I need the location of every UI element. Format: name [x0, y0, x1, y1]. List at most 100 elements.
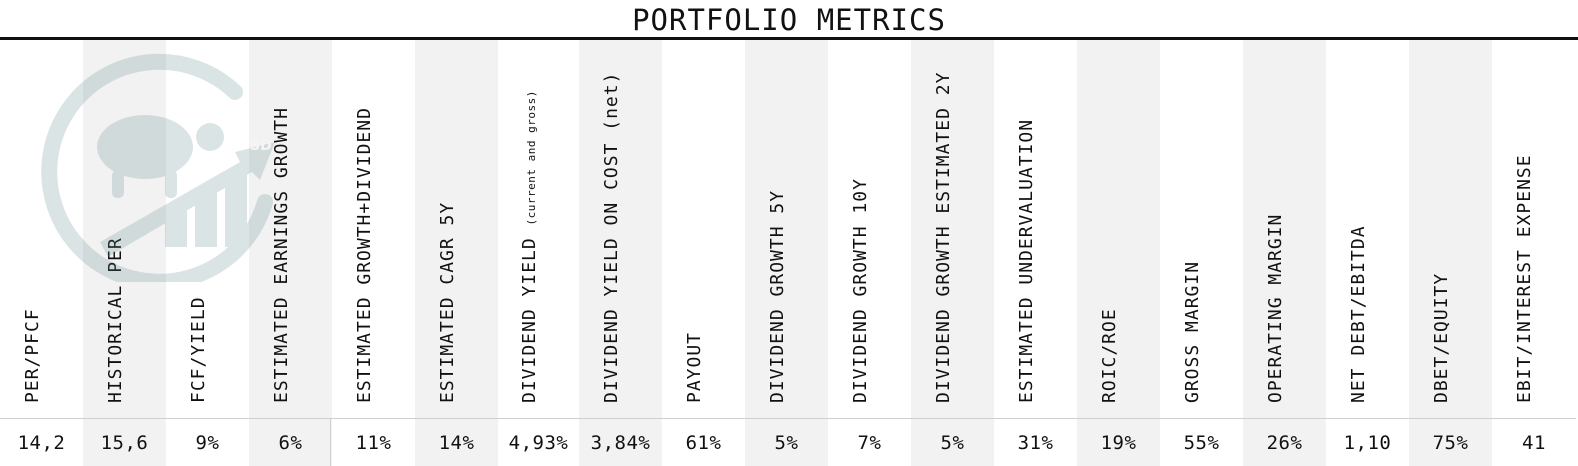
metric-column: EBIT/INTEREST EXPENSE 41 — [1492, 40, 1576, 466]
metric-value: 5% — [940, 431, 965, 454]
metric-value-cell: 26% — [1243, 418, 1326, 466]
metric-value: 3,84% — [590, 431, 651, 454]
metric-column: ESTIMATED GROWTH+DIVIDEND 11% — [332, 40, 415, 466]
metric-column: DIVIDEND GROWTH ESTIMATED 2Y 5% — [911, 40, 994, 466]
metric-value-cell: 7% — [828, 418, 911, 466]
metric-header: DIVIDEND YIELD ON COST (net) — [579, 40, 662, 418]
metric-column: ESTIMATED EARNINGS GROWTH 6% — [249, 40, 332, 466]
metric-label-text: PAYOUT — [683, 331, 705, 403]
metric-header: ROIC/ROE — [1077, 40, 1160, 418]
metric-label: ROIC/ROE — [1098, 308, 1120, 403]
metric-label: HISTORICAL PER — [104, 237, 126, 403]
metric-column: DIVIDEND GROWTH 5Y 5% — [745, 40, 828, 466]
metric-label-text: DBET/EQUITY — [1430, 272, 1452, 403]
metric-label-text: ESTIMATED UNDERVALUATION — [1015, 118, 1037, 403]
metric-header: OPERATING MARGIN — [1243, 40, 1326, 418]
metric-header: DIVIDEND GROWTH 10Y — [828, 40, 911, 418]
metric-value: 4,93% — [508, 431, 569, 454]
metric-label-text: DIVIDEND GROWTH 10Y — [849, 178, 871, 403]
metric-value-cell: 31% — [994, 418, 1077, 466]
metric-value: 41 — [1522, 431, 1546, 454]
metric-header: DIVIDEND GROWTH ESTIMATED 2Y — [911, 40, 994, 418]
metric-value-cell: 11% — [332, 418, 415, 466]
title-rule — [0, 37, 1578, 40]
metric-label-text: ESTIMATED GROWTH+DIVIDEND — [353, 107, 375, 403]
metric-value: 61% — [685, 431, 722, 454]
metric-column: PAYOUT 61% — [662, 40, 745, 466]
metric-value-cell: 61% — [662, 418, 745, 466]
metric-value: 1,10 — [1343, 431, 1392, 454]
metric-column: DIVIDEND YIELD (current and gross) 4,93% — [498, 40, 579, 466]
metric-label: ESTIMATED GROWTH+DIVIDEND — [353, 107, 375, 403]
metric-header: ESTIMATED CAGR 5Y — [415, 40, 498, 418]
metric-label-text: DIVIDEND GROWTH ESTIMATED 2Y — [932, 71, 954, 403]
metric-label-text: HISTORICAL PER — [104, 237, 126, 403]
metric-header: ESTIMATED EARNINGS GROWTH — [249, 40, 332, 418]
metric-value: 14% — [438, 431, 475, 454]
metric-column: GROSS MARGIN 55% — [1160, 40, 1243, 466]
metric-header: FCF/YIELD — [166, 40, 249, 418]
metric-label: DIVIDEND GROWTH 5Y — [766, 189, 788, 403]
metric-label: DIVIDEND YIELD ON COST (net) — [600, 71, 622, 403]
metric-column: DIVIDEND YIELD ON COST (net) 3,84% — [579, 40, 662, 466]
metric-label: FCF/YIELD — [187, 296, 209, 403]
metric-label-text: ROIC/ROE — [1098, 308, 1120, 403]
metric-value-cell: 55% — [1160, 418, 1243, 466]
value-divider — [330, 418, 331, 466]
metric-label: OPERATING MARGIN — [1264, 213, 1286, 403]
metric-header: NET DEBT/EBITDA — [1326, 40, 1409, 418]
metric-label: ESTIMATED UNDERVALUATION — [1015, 118, 1037, 403]
metric-header: DIVIDEND GROWTH 5Y — [745, 40, 828, 418]
metric-value: 15,6 — [100, 431, 149, 454]
metric-value-cell: 6% — [249, 418, 332, 466]
metric-value: 6% — [278, 431, 303, 454]
metric-value: 55% — [1183, 431, 1220, 454]
metric-value-cell: 14% — [415, 418, 498, 466]
metric-column: ROIC/ROE 19% — [1077, 40, 1160, 466]
metric-value-cell: 19% — [1077, 418, 1160, 466]
metric-column: DBET/EQUITY 75% — [1409, 40, 1492, 466]
metric-label: PAYOUT — [683, 331, 705, 403]
metric-label-text: DIVIDEND GROWTH 5Y — [766, 189, 788, 403]
metric-value-cell: 9% — [166, 418, 249, 466]
metric-value: 7% — [857, 431, 882, 454]
metric-label-text: ESTIMATED CAGR 5Y — [436, 201, 458, 403]
metric-column: ESTIMATED UNDERVALUATION 31% — [994, 40, 1077, 466]
metric-value-cell: 41 — [1492, 418, 1576, 466]
metric-label-text: GROSS MARGIN — [1181, 260, 1203, 403]
metric-value-cell: 5% — [911, 418, 994, 466]
metric-column: ESTIMATED CAGR 5Y 14% — [415, 40, 498, 466]
metric-label: ESTIMATED CAGR 5Y — [436, 201, 458, 403]
metric-label-text: EBIT/INTEREST EXPENSE — [1514, 154, 1535, 403]
metric-header: PAYOUT — [662, 40, 745, 418]
page-title: PORTFOLIO METRICS — [632, 3, 946, 37]
metric-value-cell: 5% — [745, 418, 828, 466]
metric-label: NET DEBT/EBITDA — [1347, 225, 1369, 403]
metric-value-cell: 4,93% — [498, 418, 579, 466]
metric-value: 14,2 — [17, 431, 66, 454]
metric-label-text: OPERATING MARGIN — [1264, 213, 1286, 403]
metric-value: 19% — [1100, 431, 1137, 454]
metric-label-text: FCF/YIELD — [187, 296, 209, 403]
metric-column: DIVIDEND GROWTH 10Y 7% — [828, 40, 911, 466]
metric-column: PER/PFCF 14,2 — [0, 40, 83, 466]
metric-value: 31% — [1017, 431, 1054, 454]
metric-header: EBIT/INTEREST EXPENSE — [1492, 40, 1576, 418]
metric-label: DIVIDEND GROWTH 10Y — [849, 178, 871, 403]
metric-label: GROSS MARGIN — [1181, 260, 1203, 403]
metric-label-text: NET DEBT/EBITDA — [1347, 225, 1369, 403]
metric-value: 9% — [195, 431, 220, 454]
metric-label-text: ESTIMATED EARNINGS GROWTH — [270, 107, 292, 403]
metric-header: ESTIMATED UNDERVALUATION — [994, 40, 1077, 418]
metric-value-cell: 14,2 — [0, 418, 83, 466]
metric-label: PER/PFCF — [22, 308, 43, 403]
metric-label: DBET/EQUITY — [1430, 272, 1452, 403]
metric-value-cell: 75% — [1409, 418, 1492, 466]
metric-value-cell: 3,84% — [579, 418, 662, 466]
metric-label: EBIT/INTEREST EXPENSE — [1514, 154, 1535, 403]
metric-column: NET DEBT/EBITDA 1,10 — [1326, 40, 1409, 466]
metric-label-text: DIVIDEND YIELD ON COST (net) — [600, 71, 622, 403]
metric-value: 11% — [355, 431, 392, 454]
metric-label: ESTIMATED EARNINGS GROWTH — [270, 107, 292, 403]
metric-label-text: DIVIDEND YIELD — [518, 237, 540, 403]
